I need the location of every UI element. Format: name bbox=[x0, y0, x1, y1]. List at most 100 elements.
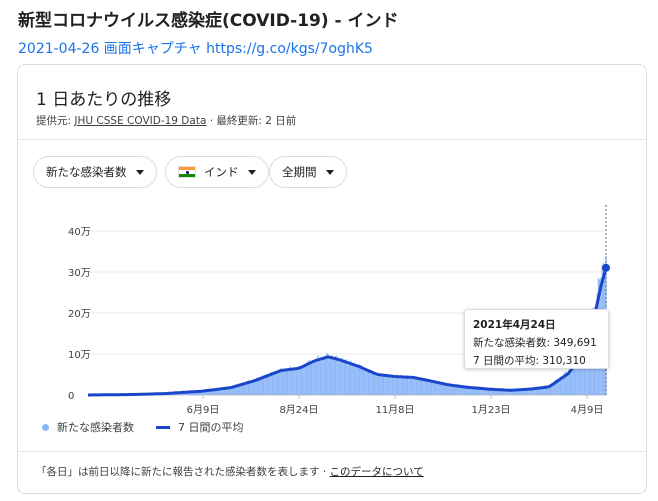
case-bar bbox=[238, 383, 241, 395]
case-bar bbox=[241, 383, 243, 395]
capture-link[interactable]: 2021-04-26 画面キャプチャ https://g.co/kgs/7ogh… bbox=[18, 41, 373, 57]
case-bar bbox=[425, 380, 428, 395]
case-bar bbox=[566, 372, 568, 395]
case-bar bbox=[393, 376, 395, 395]
case-bar bbox=[250, 381, 252, 395]
case-bar bbox=[283, 369, 285, 395]
case-bar bbox=[300, 368, 303, 395]
case-bar bbox=[289, 366, 291, 395]
case-bar bbox=[314, 361, 317, 395]
data-source: 提供元: JHU CSSE COVID-19 Data · 最終更新: 2 日前 bbox=[36, 113, 296, 128]
case-bar bbox=[540, 387, 543, 395]
metric-dropdown[interactable]: 新たな感染者数 bbox=[33, 156, 157, 188]
case-bar bbox=[369, 369, 371, 395]
case-bar bbox=[323, 357, 325, 395]
case-bar bbox=[573, 360, 576, 395]
case-bar bbox=[491, 389, 493, 395]
case-bar bbox=[345, 358, 347, 395]
hover-point bbox=[602, 263, 610, 272]
case-bar bbox=[404, 376, 406, 395]
country-dropdown[interactable]: インド bbox=[165, 156, 269, 188]
case-bar bbox=[357, 367, 360, 395]
case-bar bbox=[462, 386, 464, 395]
case-bar bbox=[434, 381, 437, 395]
case-bar bbox=[336, 355, 338, 395]
case-bar bbox=[441, 383, 443, 395]
y-tick-label: 40万 bbox=[68, 227, 91, 238]
case-bar bbox=[463, 387, 466, 395]
case-bar bbox=[475, 387, 477, 395]
case-bar bbox=[309, 363, 311, 395]
case-bar bbox=[543, 387, 545, 395]
case-bar bbox=[334, 356, 337, 395]
case-bar bbox=[489, 389, 491, 395]
case-bar bbox=[563, 373, 565, 395]
case-bar bbox=[257, 378, 260, 395]
case-bar bbox=[515, 390, 517, 395]
period-dropdown[interactable]: 全期間 bbox=[269, 156, 347, 188]
case-bar bbox=[422, 379, 424, 395]
case-bar bbox=[504, 389, 506, 395]
case-bar bbox=[413, 377, 415, 395]
case-bar bbox=[417, 379, 419, 395]
case-bar bbox=[197, 391, 199, 395]
source-link[interactable]: JHU CSSE COVID-19 Data bbox=[74, 115, 207, 127]
case-bar bbox=[270, 371, 272, 395]
case-bar bbox=[538, 387, 540, 395]
case-bar bbox=[524, 389, 526, 395]
case-bar bbox=[222, 388, 224, 395]
case-bar bbox=[503, 389, 505, 395]
case-bar bbox=[437, 383, 439, 395]
case-bar bbox=[473, 388, 476, 395]
case-bar bbox=[343, 360, 346, 395]
case-bar bbox=[232, 386, 234, 395]
case-bar bbox=[340, 358, 342, 395]
case-bar bbox=[317, 355, 319, 395]
case-bar bbox=[206, 390, 208, 395]
case-bar bbox=[439, 382, 442, 395]
case-bar bbox=[292, 369, 294, 395]
case-bar bbox=[308, 360, 310, 395]
chart-tooltip: 2021年4月24日 新たな感染者数: 349,691 7 日間の平均: 310… bbox=[464, 309, 609, 369]
case-bar bbox=[390, 376, 392, 395]
case-bar bbox=[500, 389, 502, 395]
case-bar bbox=[217, 388, 219, 395]
case-bar bbox=[365, 370, 367, 395]
case-bar bbox=[449, 385, 452, 395]
case-bar bbox=[409, 377, 411, 395]
case-bar bbox=[237, 383, 239, 395]
case-bar bbox=[528, 388, 530, 395]
case-bar bbox=[189, 391, 191, 395]
case-bar bbox=[341, 358, 343, 395]
case-bar bbox=[347, 365, 349, 395]
case-bar bbox=[470, 387, 472, 395]
page-title: 新型コロナウイルス感染症(COVID-19) - インド bbox=[18, 11, 399, 31]
case-bar bbox=[324, 356, 327, 395]
case-bar bbox=[242, 382, 245, 395]
case-bar bbox=[472, 387, 474, 395]
case-bar bbox=[508, 390, 510, 395]
case-bar bbox=[225, 387, 227, 395]
case-bar bbox=[327, 353, 329, 395]
case-bar bbox=[480, 388, 482, 395]
x-tick-label: 4月9日 bbox=[571, 404, 604, 416]
case-bar bbox=[366, 372, 368, 395]
tooltip-new-cases: 新たな感染者数: 349,691 bbox=[473, 337, 597, 349]
case-bar bbox=[230, 386, 232, 395]
case-bar bbox=[580, 354, 582, 395]
cases-chart[interactable]: 0 10万 20万 30万 40万 6月9日 8月24日 11月8日 1月23日 4月9日 bbox=[18, 65, 646, 425]
case-bar bbox=[451, 385, 453, 395]
case-bar bbox=[284, 368, 286, 395]
case-bar bbox=[432, 381, 434, 395]
case-bar bbox=[529, 388, 531, 395]
about-data-link[interactable]: このデータについて bbox=[329, 466, 424, 478]
case-bar bbox=[572, 364, 574, 395]
case-bar bbox=[418, 379, 420, 395]
case-bar bbox=[496, 390, 498, 395]
case-bar bbox=[466, 386, 468, 395]
case-bar bbox=[490, 389, 492, 395]
case-bar bbox=[577, 360, 579, 395]
case-bar bbox=[505, 390, 507, 395]
case-bar bbox=[492, 389, 495, 395]
case-bar bbox=[447, 384, 449, 395]
